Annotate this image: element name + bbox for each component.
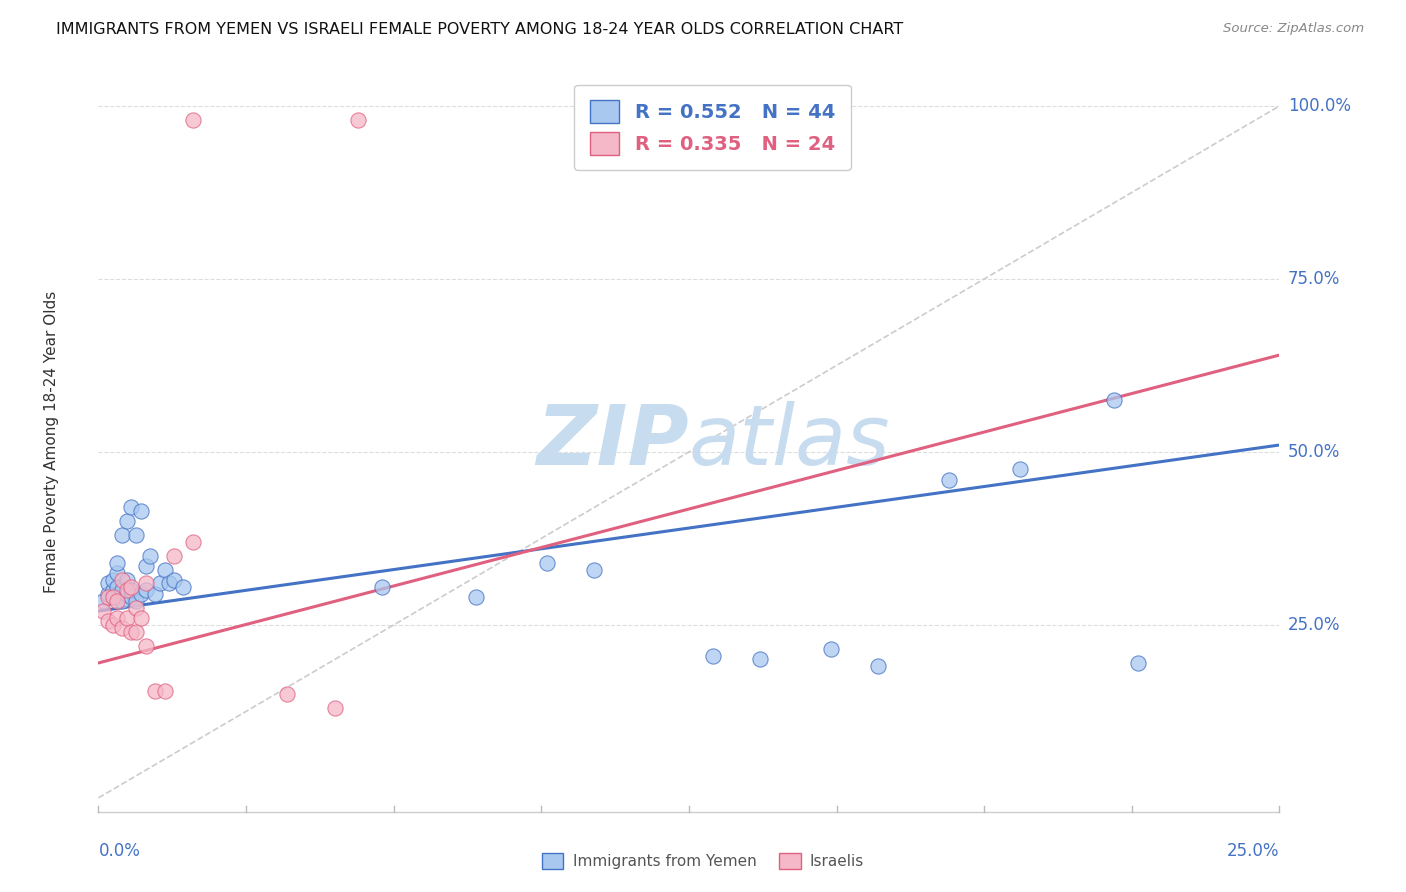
- Point: [101, 591, 124, 605]
- Point: [157, 576, 180, 591]
- Point: [153, 683, 176, 698]
- Point: [820, 642, 842, 657]
- Point: [105, 611, 128, 625]
- Point: [143, 683, 166, 698]
- Point: [748, 652, 770, 666]
- Point: [105, 580, 128, 594]
- Point: [115, 611, 138, 625]
- Point: [121, 500, 143, 515]
- Point: [97, 576, 120, 591]
- Point: [115, 587, 138, 601]
- Point: [135, 559, 157, 574]
- Point: [111, 573, 134, 587]
- Point: [135, 639, 157, 653]
- Text: 75.0%: 75.0%: [1288, 270, 1340, 288]
- Point: [181, 112, 204, 127]
- Legend: R = 0.552   N = 44, R = 0.335   N = 24: R = 0.552 N = 44, R = 0.335 N = 24: [575, 85, 851, 170]
- Point: [702, 648, 724, 663]
- Point: [121, 580, 143, 594]
- Point: [101, 583, 124, 598]
- Text: IMMIGRANTS FROM YEMEN VS ISRAELI FEMALE POVERTY AMONG 18-24 YEAR OLDS CORRELATIO: IMMIGRANTS FROM YEMEN VS ISRAELI FEMALE …: [56, 22, 904, 37]
- Point: [125, 624, 148, 639]
- Point: [115, 514, 138, 528]
- Point: [129, 587, 152, 601]
- Point: [91, 593, 114, 607]
- Point: [101, 573, 124, 587]
- Point: [163, 573, 186, 587]
- Point: [163, 549, 186, 563]
- Text: Female Poverty Among 18-24 Year Olds: Female Poverty Among 18-24 Year Olds: [44, 291, 59, 592]
- Point: [125, 600, 148, 615]
- Point: [105, 566, 128, 580]
- Point: [938, 473, 960, 487]
- Point: [111, 621, 134, 635]
- Legend: Immigrants from Yemen, Israelis: Immigrants from Yemen, Israelis: [536, 847, 870, 875]
- Point: [1008, 462, 1031, 476]
- Point: [465, 591, 488, 605]
- Point: [101, 591, 124, 605]
- Text: 25.0%: 25.0%: [1288, 615, 1340, 634]
- Text: 50.0%: 50.0%: [1288, 443, 1340, 461]
- Point: [129, 611, 152, 625]
- Point: [1102, 392, 1125, 407]
- Point: [105, 593, 128, 607]
- Point: [111, 528, 134, 542]
- Text: 25.0%: 25.0%: [1227, 842, 1279, 860]
- Point: [125, 593, 148, 607]
- Point: [121, 591, 143, 605]
- Point: [105, 591, 128, 605]
- Point: [135, 576, 157, 591]
- Text: atlas: atlas: [689, 401, 890, 482]
- Point: [97, 615, 120, 629]
- Point: [121, 624, 143, 639]
- Point: [115, 583, 138, 598]
- Point: [125, 528, 148, 542]
- Point: [181, 534, 204, 549]
- Point: [111, 583, 134, 598]
- Point: [276, 687, 298, 701]
- Point: [91, 604, 114, 618]
- Point: [866, 659, 889, 673]
- Point: [347, 112, 370, 127]
- Point: [101, 618, 124, 632]
- Point: [536, 556, 558, 570]
- Text: Source: ZipAtlas.com: Source: ZipAtlas.com: [1223, 22, 1364, 36]
- Point: [371, 580, 394, 594]
- Point: [323, 701, 346, 715]
- Point: [143, 587, 166, 601]
- Point: [121, 583, 143, 598]
- Point: [115, 573, 138, 587]
- Text: 100.0%: 100.0%: [1288, 97, 1351, 115]
- Text: 0.0%: 0.0%: [98, 842, 141, 860]
- Point: [111, 593, 134, 607]
- Point: [105, 556, 128, 570]
- Point: [172, 580, 194, 594]
- Point: [135, 583, 157, 598]
- Point: [149, 576, 172, 591]
- Point: [97, 591, 120, 605]
- Point: [583, 563, 606, 577]
- Point: [153, 563, 176, 577]
- Point: [1126, 656, 1149, 670]
- Point: [97, 587, 120, 601]
- Point: [139, 549, 162, 563]
- Text: ZIP: ZIP: [536, 401, 689, 482]
- Point: [129, 504, 152, 518]
